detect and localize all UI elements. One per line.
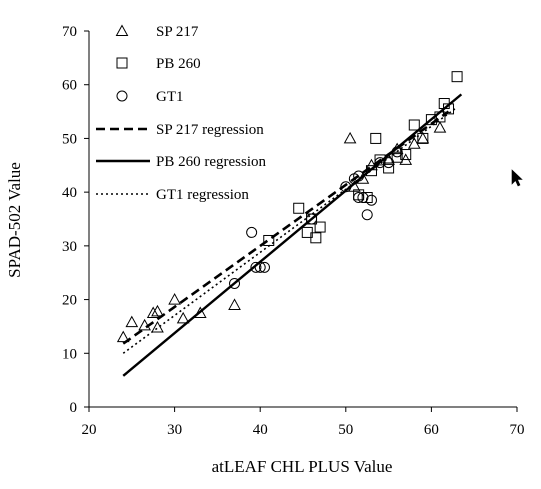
x-tick-label: 70: [510, 422, 525, 438]
data-point-triangle: [125, 315, 139, 328]
legend-label: SP 217: [156, 24, 199, 40]
data-point-square: [400, 149, 412, 161]
data-point-triangle: [151, 320, 164, 333]
data-point-circle: [229, 277, 241, 289]
regression-line-dashed: [122, 110, 450, 345]
mouse-cursor-icon: [511, 169, 523, 187]
data-point-circle: [250, 261, 262, 273]
x-tick-label: 20: [82, 422, 97, 438]
data-point-triangle: [228, 298, 241, 310]
x-tick-label: 60: [424, 422, 439, 438]
data-point-square: [365, 165, 377, 177]
data-point-triangle: [138, 318, 151, 331]
data-point-square: [408, 119, 420, 131]
data-point-triangle: [343, 131, 357, 144]
data-point-square: [434, 111, 446, 123]
data-point-circle: [357, 192, 369, 204]
y-tick-label: 40: [62, 185, 77, 201]
data-point-square: [374, 154, 386, 166]
data-point-triangle: [116, 330, 130, 343]
data-point-circle: [258, 261, 270, 273]
data-point-circle: [374, 157, 386, 169]
data-point-triangle: [416, 131, 430, 144]
data-point-triangle: [382, 153, 395, 165]
legend-marker-circle: [116, 90, 128, 102]
y-tick-label: 50: [62, 131, 77, 147]
data-point-circle: [365, 194, 377, 206]
data-point-square: [310, 232, 322, 244]
data-point-square: [383, 162, 395, 174]
data-point-circle: [353, 192, 365, 204]
data-point-triangle: [146, 306, 160, 318]
y-axis-title: SPAD-502 Value: [5, 162, 24, 278]
data-point-square: [417, 132, 429, 144]
x-tick-label: 30: [167, 422, 182, 438]
data-point-triangle: [168, 293, 181, 305]
data-point-triangle: [151, 304, 164, 317]
data-point-triangle: [348, 180, 361, 192]
data-point-triangle: [356, 172, 370, 184]
x-tick-label: 50: [338, 422, 353, 438]
data-point-square: [293, 202, 305, 214]
legend: SP 217 PB 260 GT1 SP 217 regression PB 260 r…: [96, 24, 266, 203]
data-points: [116, 71, 463, 343]
data-point-circle: [306, 213, 318, 225]
y-tick-label: 30: [62, 239, 77, 255]
legend-label: PB 260 regression: [156, 154, 266, 170]
regression-lines: [122, 93, 463, 377]
data-point-circle: [383, 157, 395, 169]
x-tick-label: 40: [253, 422, 268, 438]
y-tick-label: 20: [62, 293, 77, 309]
legend-label: GT1 regression: [156, 187, 249, 203]
legend-marker-triangle: [115, 24, 129, 36]
data-point-square: [263, 234, 275, 246]
x-axis-title: atLEAF CHL PLUS Value: [212, 457, 393, 476]
data-point-circle: [246, 226, 258, 238]
y-tick-label: 10: [62, 346, 77, 362]
data-point-circle: [353, 170, 365, 182]
regression-line-dotted: [122, 106, 458, 354]
legend-label: GT1: [156, 89, 184, 105]
data-point-square: [425, 114, 437, 126]
data-point-circle: [254, 261, 266, 273]
legend-marker-square: [116, 57, 128, 69]
data-point-triangle: [193, 306, 207, 318]
data-point-square: [314, 221, 326, 233]
y-tick-label: 60: [62, 78, 77, 94]
data-point-square: [391, 151, 403, 163]
data-point-circle: [391, 146, 403, 158]
regression-line-solid: [122, 93, 463, 377]
y-tick-label: 70: [62, 24, 77, 40]
legend-label: SP 217 regression: [156, 122, 264, 138]
data-point-square: [370, 132, 382, 144]
data-point-square: [443, 103, 455, 115]
data-point-circle: [340, 181, 352, 193]
data-point-triangle: [365, 158, 378, 171]
data-point-triangle: [390, 142, 404, 155]
axes: 0 10 20 30 40 50 60 70 20 30 40 50 60 70: [62, 24, 525, 438]
data-point-square: [451, 71, 463, 83]
data-point-triangle: [176, 311, 190, 324]
data-point-circle: [361, 209, 373, 221]
legend-label: PB 260: [156, 56, 201, 72]
data-point-triangle: [433, 121, 447, 133]
y-tick-label: 0: [70, 400, 78, 416]
